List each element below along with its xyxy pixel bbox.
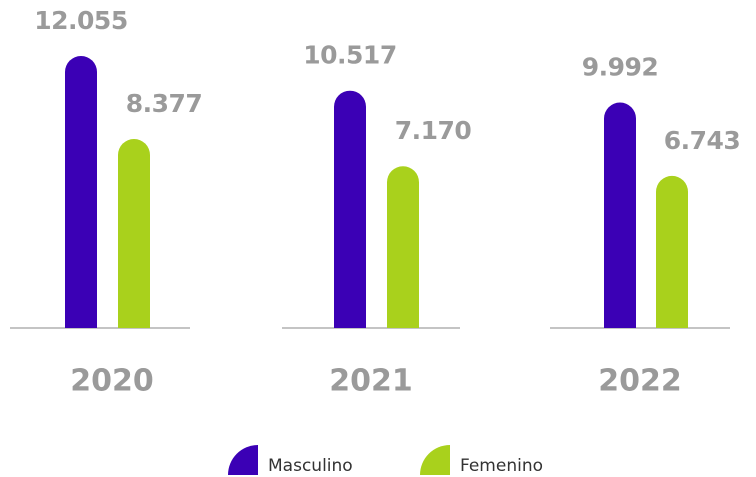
value-label: 7.170: [395, 116, 472, 145]
x-tick-label: 2020: [70, 364, 154, 399]
legend-swatch: [228, 445, 258, 475]
value-label: 12.055: [34, 6, 127, 35]
legend-label: Femenino: [460, 456, 543, 476]
bar: [65, 56, 97, 328]
value-label: 6.743: [664, 126, 741, 155]
bar: [656, 175, 688, 328]
value-label: 10.517: [303, 41, 396, 70]
legend-label: Masculino: [268, 456, 353, 476]
value-label: 9.992: [582, 53, 659, 82]
x-tick-label: 2022: [598, 364, 682, 399]
value-label: 8.377: [126, 89, 203, 118]
bar: [334, 90, 366, 329]
bar: [604, 102, 636, 328]
bar: [387, 166, 419, 328]
bar: [118, 138, 150, 328]
legend-swatch: [420, 445, 450, 475]
x-tick-label: 2021: [329, 364, 413, 399]
